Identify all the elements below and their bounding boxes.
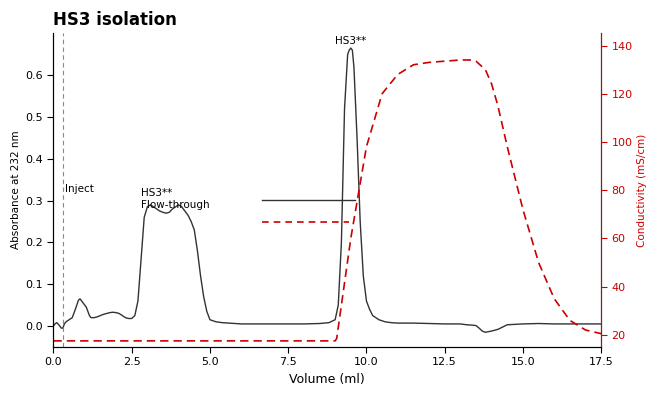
- Text: HS3 isolation: HS3 isolation: [53, 11, 177, 29]
- X-axis label: Volume (ml): Volume (ml): [290, 373, 365, 386]
- Y-axis label: Conductivity (mS/cm): Conductivity (mS/cm): [637, 133, 647, 247]
- Text: HS3**: HS3**: [335, 36, 367, 46]
- Text: Inject: Inject: [65, 184, 94, 194]
- Text: HS3**
Flow-through: HS3** Flow-through: [141, 188, 210, 210]
- Y-axis label: Absorbance at 232 nm: Absorbance at 232 nm: [11, 131, 21, 249]
